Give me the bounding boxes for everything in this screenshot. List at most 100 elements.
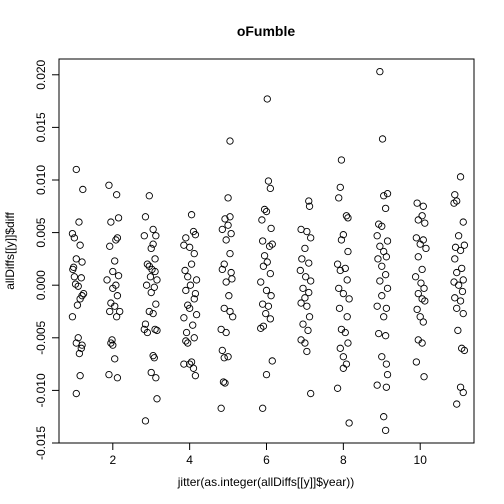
data-point: [376, 277, 384, 285]
data-point: [344, 214, 352, 222]
data-point: [76, 372, 84, 380]
data-point: [374, 255, 382, 263]
data-point: [109, 341, 117, 349]
data-point: [153, 326, 161, 335]
data-point: [262, 207, 271, 216]
data-point: [72, 255, 80, 263]
data-point: [218, 346, 226, 355]
data-point: [335, 284, 343, 292]
data-point: [185, 243, 194, 251]
data-point: [456, 297, 465, 305]
data-point: [336, 344, 344, 352]
data-point: [305, 288, 313, 297]
data-point: [307, 234, 315, 242]
data-point: [383, 284, 392, 292]
data-point: [184, 273, 192, 281]
data-point: [262, 370, 271, 379]
data-point: [262, 286, 271, 295]
data-point: [453, 304, 461, 312]
data-point: [149, 309, 157, 318]
data-point: [378, 135, 387, 143]
data-point: [111, 302, 119, 310]
data-point: [422, 244, 430, 253]
data-point: [109, 267, 117, 276]
data-point: [382, 360, 391, 368]
data-point: [218, 225, 226, 234]
data-point: [112, 313, 121, 321]
data-point: [460, 346, 469, 355]
data-point: [187, 260, 196, 268]
data-point: [381, 271, 390, 279]
data-point: [153, 276, 161, 284]
data-point: [70, 273, 79, 281]
data-point: [459, 388, 467, 397]
data-point: [113, 374, 122, 382]
data-point: [74, 282, 82, 290]
data-point: [344, 339, 352, 347]
data-point: [412, 234, 421, 242]
data-point: [258, 216, 266, 224]
data-point: [76, 241, 84, 249]
data-point: [378, 262, 386, 270]
data-point: [105, 370, 113, 379]
data-point: [420, 373, 428, 381]
data-point: [143, 260, 152, 268]
x-tick-label: 10: [414, 453, 428, 467]
data-point: [305, 313, 314, 321]
data-point: [451, 255, 459, 263]
y-tick-label: 0.020: [34, 59, 48, 89]
data-point: [74, 334, 82, 342]
data-point: [342, 212, 351, 220]
data-points: [68, 67, 469, 435]
data-point: [76, 295, 84, 303]
data-point: [226, 137, 234, 145]
data-point: [224, 221, 232, 229]
data-point: [303, 302, 311, 310]
data-point: [459, 276, 467, 284]
data-point: [416, 240, 424, 248]
data-point: [344, 247, 352, 256]
data-point: [226, 249, 234, 258]
data-point: [191, 372, 200, 380]
data-point: [68, 313, 77, 321]
data-point: [220, 304, 228, 312]
data-point: [79, 185, 87, 194]
data-point: [103, 276, 111, 284]
data-point: [181, 266, 189, 275]
data-point: [257, 278, 265, 286]
data-point: [153, 395, 161, 403]
data-point: [303, 347, 311, 356]
data-point: [458, 264, 466, 273]
data-point: [260, 252, 269, 260]
data-point: [417, 279, 425, 287]
x-tick-label: 8: [340, 453, 347, 467]
data-point: [339, 231, 347, 239]
data-point: [111, 355, 119, 363]
data-point: [299, 320, 307, 328]
data-point: [145, 307, 153, 316]
data-point: [307, 389, 315, 398]
data-point: [413, 305, 421, 314]
data-point: [333, 260, 342, 268]
data-point: [228, 275, 236, 283]
data-point: [453, 268, 461, 277]
data-point: [343, 276, 351, 284]
data-point: [149, 225, 157, 234]
data-point: [222, 278, 230, 286]
data-point: [375, 329, 383, 338]
data-point: [264, 302, 273, 310]
data-point: [116, 307, 124, 316]
data-point: [376, 242, 384, 250]
data-point: [418, 212, 426, 220]
data-point: [454, 281, 463, 289]
data-point: [421, 219, 429, 227]
data-point: [114, 272, 123, 280]
data-point: [146, 273, 155, 281]
data-point: [182, 328, 191, 337]
data-point: [150, 354, 158, 362]
data-point: [381, 332, 390, 340]
data-point: [78, 341, 86, 349]
data-point: [189, 364, 198, 372]
data-point: [378, 222, 386, 230]
